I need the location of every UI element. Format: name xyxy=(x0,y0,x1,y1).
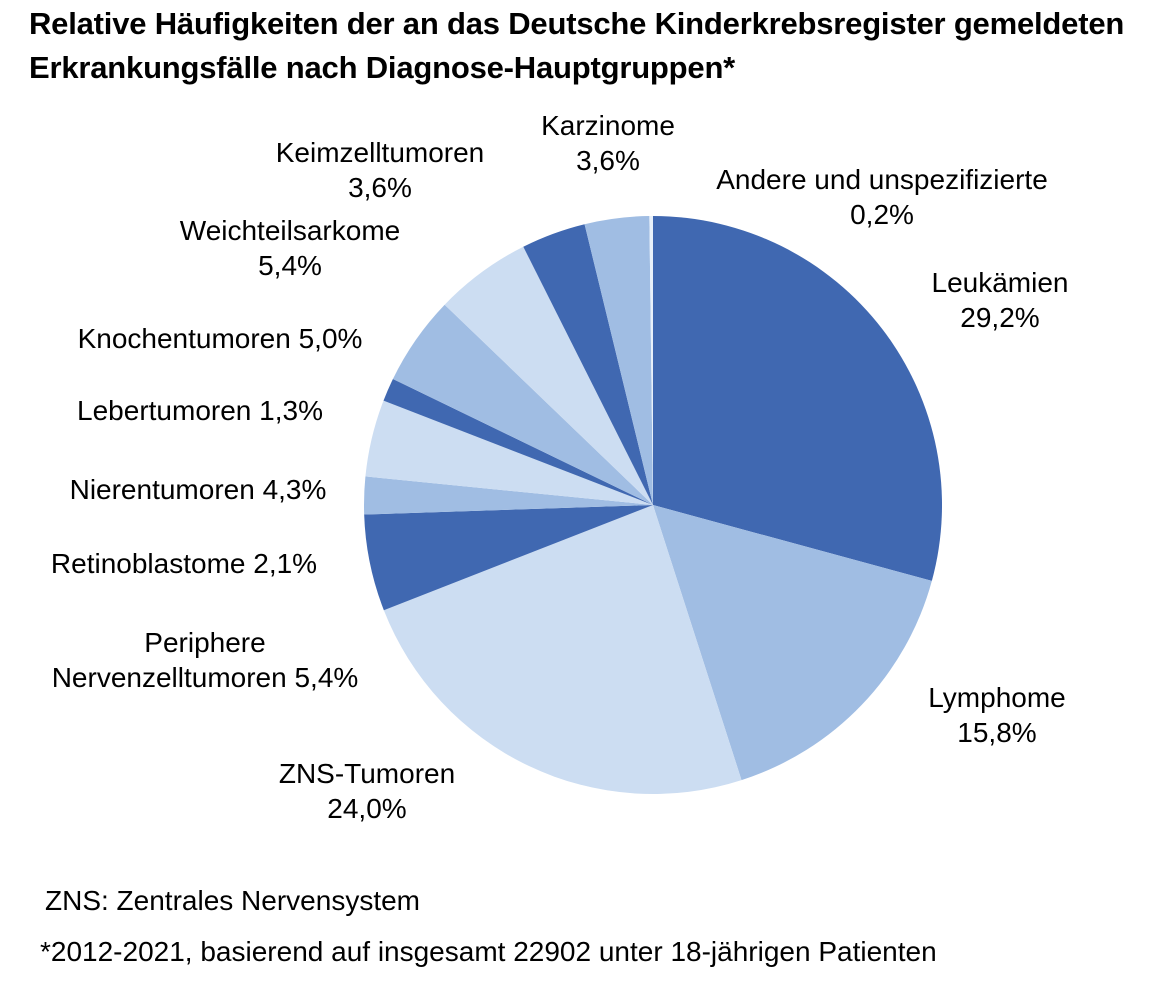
pie-slice-karzinome xyxy=(584,216,653,505)
slice-label-keimzelltumoren: Keimzelltumoren 3,6% xyxy=(276,135,485,205)
slice-label-karzinome: Karzinome 3,6% xyxy=(541,108,675,178)
slice-label-line: Leukämien xyxy=(931,267,1069,298)
slice-label-lymphome: Lymphome 15,8% xyxy=(928,680,1065,750)
slice-label-zns-tumoren: ZNS-Tumoren 24,0% xyxy=(279,756,455,826)
pie-slice-leukaemien xyxy=(653,216,943,581)
slice-label-weichteilsarkome: Weichteilsarkome 5,4% xyxy=(180,213,400,283)
slice-label-line: 29,2% xyxy=(960,302,1040,333)
slice-label-leukaemien: Leukämien 29,2% xyxy=(932,265,1069,335)
slice-label-line: Periphere xyxy=(144,627,266,658)
slice-label-retinoblastome: Retinoblastome 2,1% xyxy=(51,546,317,581)
footnote-source-note: *2012-2021, basierend auf insgesamt 2290… xyxy=(40,936,937,967)
slice-label-line: Nervenzelltumoren 5,4% xyxy=(51,662,359,693)
pie-slice-keimzelltumoren xyxy=(523,224,653,505)
slice-label-line: 24,0% xyxy=(327,793,407,824)
pie-slice-retinoblastome xyxy=(364,476,653,515)
slice-label-line: Andere und unspezifizierte xyxy=(716,164,1048,195)
slice-label-line: Retinoblastome 2,1% xyxy=(50,548,318,579)
slice-label-line: Knochentumoren 5,0% xyxy=(77,323,363,354)
pie-slice-andere-und-unspezifizierte xyxy=(649,215,653,505)
slice-label-line: 3,6% xyxy=(348,172,412,203)
pie-slice-lymphome xyxy=(653,505,932,781)
slice-label-andere-und-unspezifizierte: Andere und unspezifizierte 0,2% xyxy=(716,162,1048,232)
slice-label-line: Lebertumoren 1,3% xyxy=(77,395,323,426)
slice-label-periphere-nervenzelltumoren: Periphere Nervenzelltumoren 5,4% xyxy=(52,625,359,695)
pie-slice-knochentumoren xyxy=(392,304,653,505)
slice-label-line: Keimzelltumoren xyxy=(275,137,485,168)
slice-label-line: ZNS-Tumoren xyxy=(278,758,456,789)
footnote-zns-definition: ZNS: Zentrales Nervensystem xyxy=(45,885,420,916)
slice-label-nierentumoren: Nierentumoren 4,3% xyxy=(70,472,327,507)
slice-label-line: 3,6% xyxy=(576,145,640,176)
pie-slice-nierentumoren xyxy=(365,400,653,505)
slice-label-line: Nierentumoren 4,3% xyxy=(69,474,327,505)
chart-title: Relative Häufigkeiten der an das Deutsch… xyxy=(29,6,1125,85)
slice-label-line: Weichteilsarkome xyxy=(179,215,401,246)
pie-slice-zns-tumoren xyxy=(383,505,742,795)
pie-slice-lebertumoren xyxy=(383,378,653,505)
pie-chart xyxy=(364,215,943,795)
pie-slice-weichteilsarkome xyxy=(444,246,653,506)
slice-label-line: Lymphome xyxy=(928,682,1066,713)
slice-label-line: 0,2% xyxy=(850,199,914,230)
slice-label-line: 5,4% xyxy=(258,250,322,281)
slice-label-knochentumoren: Knochentumoren 5,0% xyxy=(78,321,363,356)
slice-label-line: 15,8% xyxy=(957,717,1037,748)
slice-label-line: Karzinome xyxy=(541,110,675,141)
pie-slice-periphere-nervenzelltumoren xyxy=(364,505,653,611)
slice-label-lebertumoren: Lebertumoren 1,3% xyxy=(77,393,323,428)
